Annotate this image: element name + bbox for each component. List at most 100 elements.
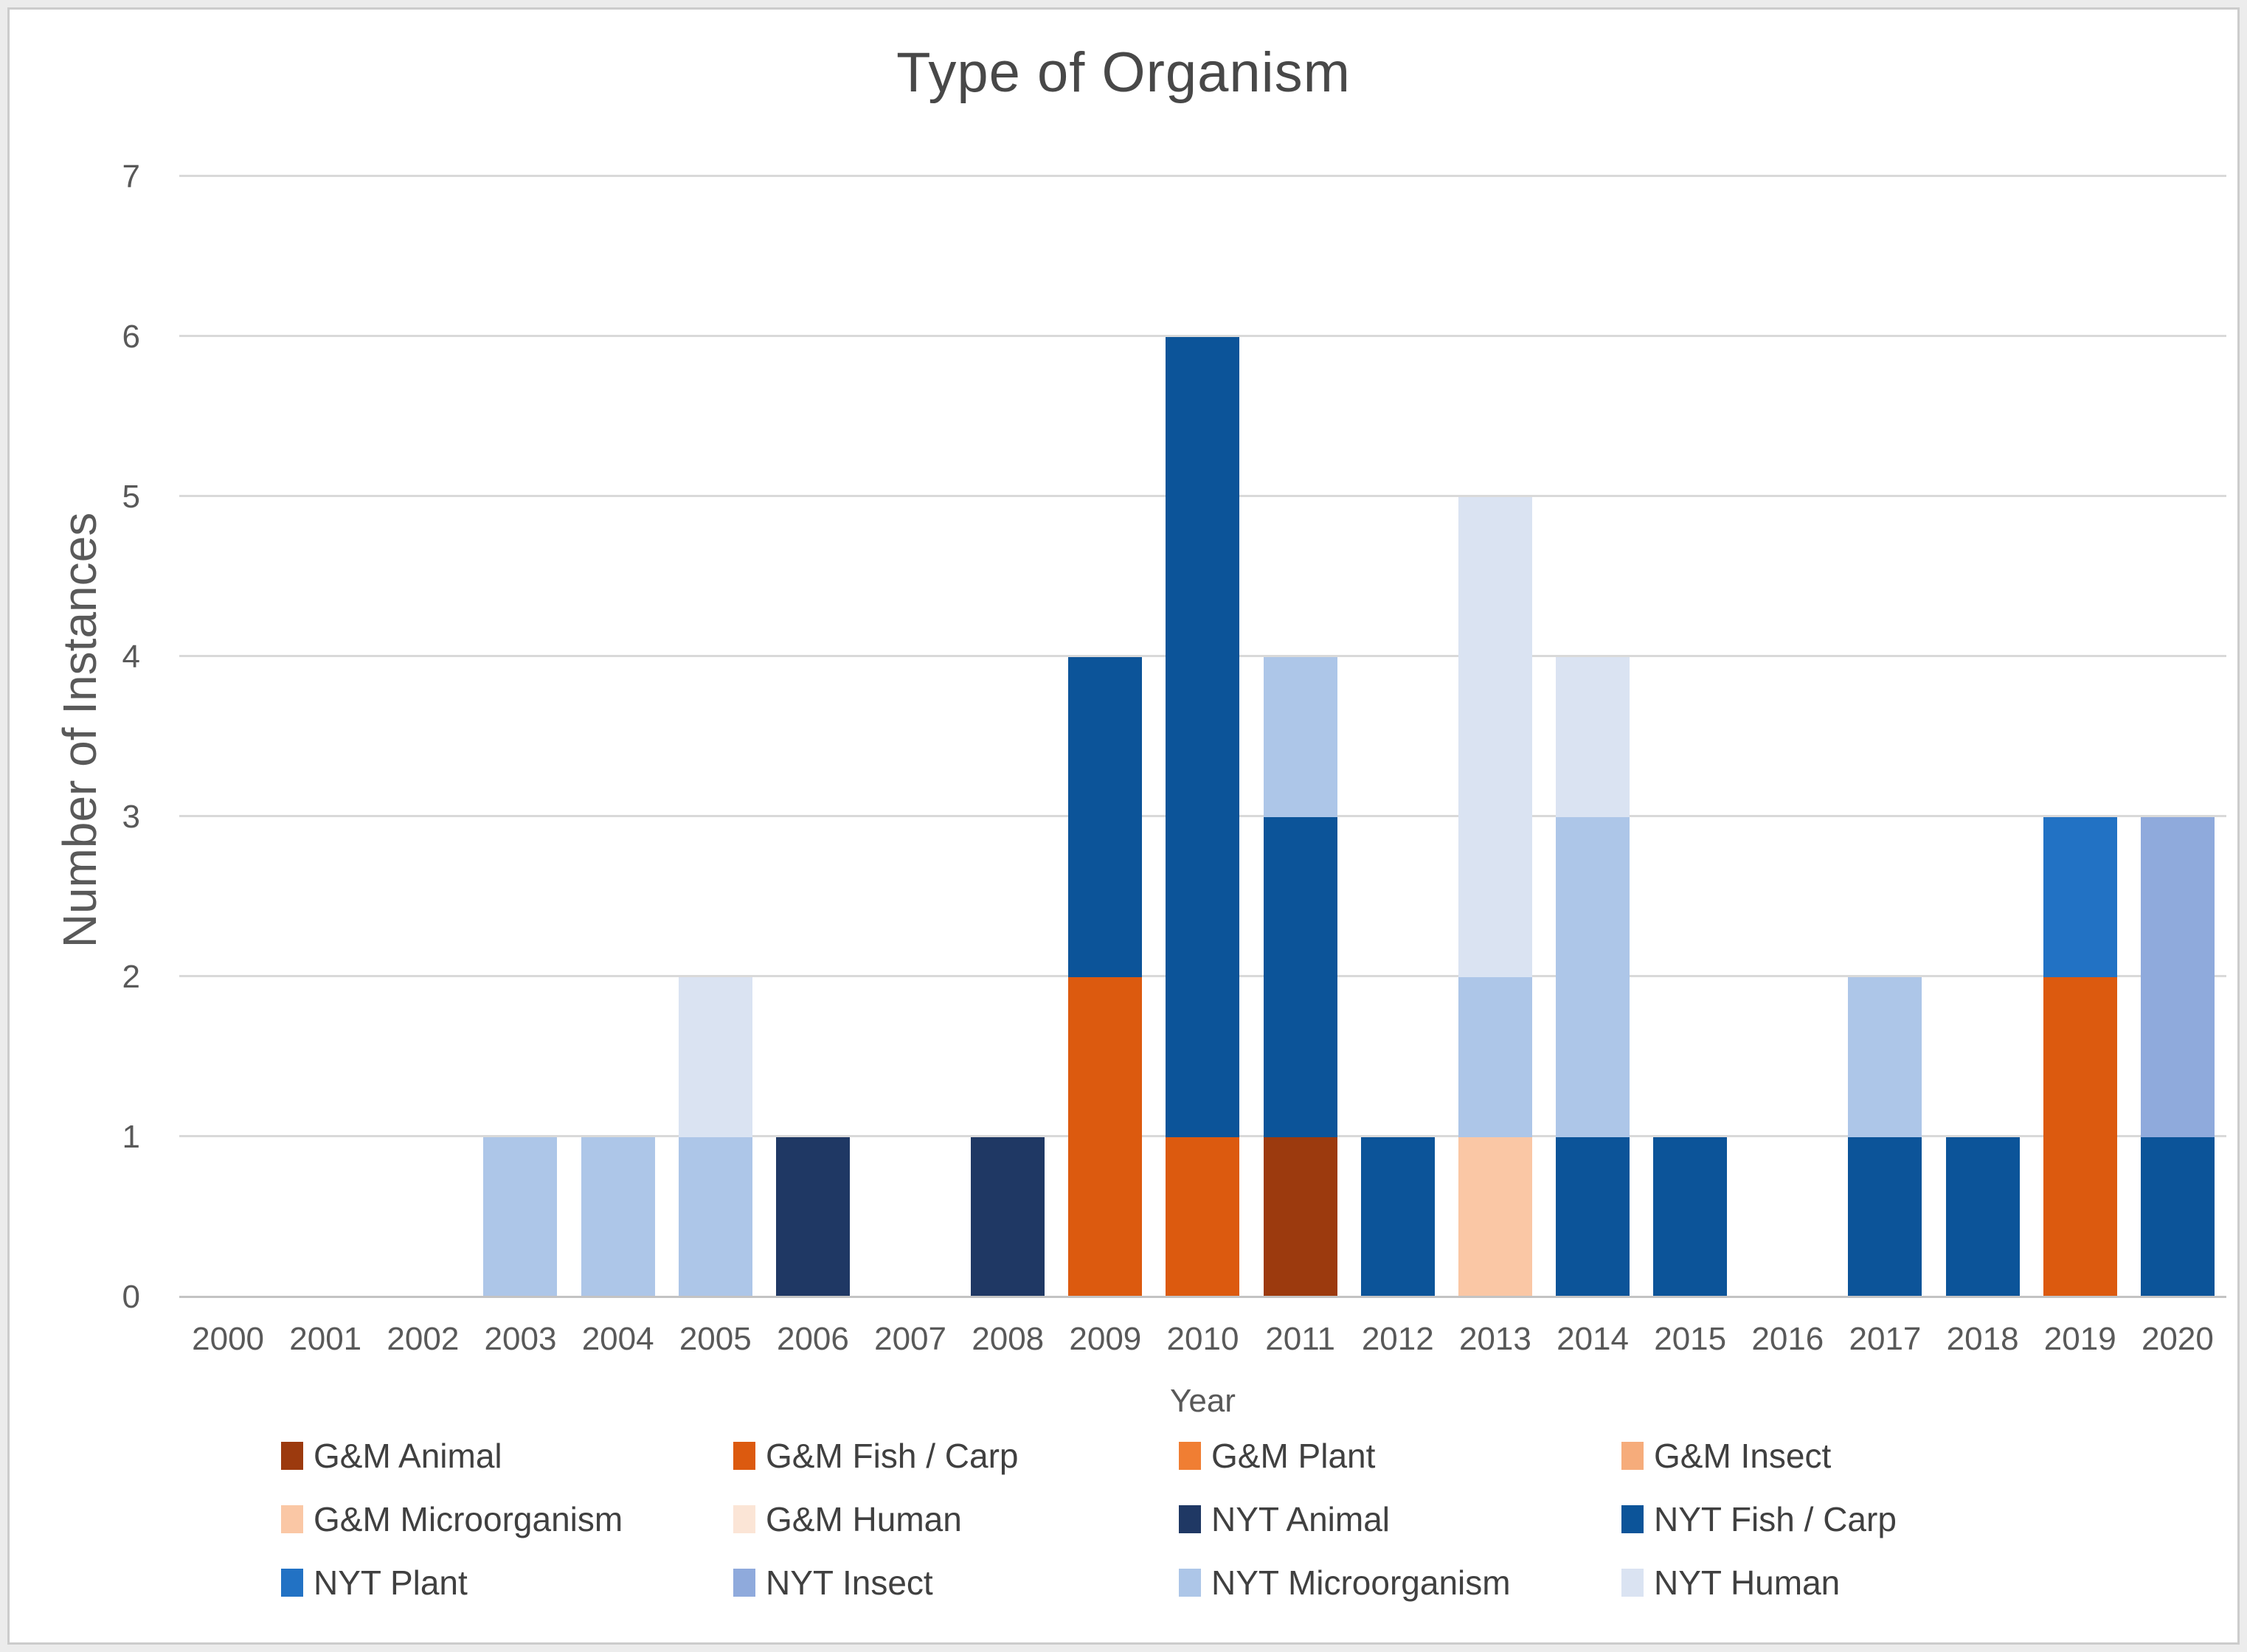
x-tick-label-2015: 2015 <box>1654 1321 1727 1357</box>
plot-area <box>179 175 2226 1298</box>
x-tick-label-2017: 2017 <box>1849 1321 1922 1357</box>
bar-2010 <box>1166 177 1240 1297</box>
x-tick-label-2012: 2012 <box>1361 1321 1434 1357</box>
bar-2003 <box>483 177 558 1297</box>
gridline-6 <box>179 335 2226 337</box>
legend-swatch-icon <box>1621 1442 1644 1470</box>
bar-slot-2004 <box>569 177 667 1297</box>
bar-2016 <box>1751 177 1824 1297</box>
bar-2000 <box>191 177 265 1297</box>
bar-segment-2013-nyt-human <box>1458 497 1532 977</box>
bar-2012 <box>1360 177 1435 1297</box>
bar-slot-2007 <box>862 177 959 1297</box>
legend-item-g-m-fish-carp: G&M Fish / Carp <box>733 1436 1179 1476</box>
x-axis-title: Year <box>1170 1383 1236 1419</box>
x-tick-label-2001: 2001 <box>289 1321 362 1357</box>
legend-label: G&M Animal <box>314 1437 502 1475</box>
x-tick-label-2011: 2011 <box>1265 1321 1335 1357</box>
bar-segment-2018-nyt-fish-carp <box>1945 1137 2020 1297</box>
bar-slot-2013 <box>1447 177 1544 1297</box>
y-tick-label-2: 2 <box>122 959 140 996</box>
y-tick-label-7: 7 <box>122 159 140 195</box>
bar-slot-2011 <box>1252 177 1349 1297</box>
legend-label: G&M Plant <box>1211 1437 1376 1475</box>
bar-segment-2020-nyt-fish-carp <box>2140 1137 2215 1297</box>
bar-slot-2002 <box>374 177 471 1297</box>
legend-item-g-m-plant: G&M Plant <box>1179 1436 1621 1476</box>
legend-swatch-icon <box>281 1569 303 1597</box>
bar-2004 <box>581 177 655 1297</box>
bar-segment-2020-nyt-insect <box>2140 817 2215 1137</box>
bar-2007 <box>873 177 947 1297</box>
bar-slot-2008 <box>959 177 1056 1297</box>
bar-segment-2003-nyt-microorganism <box>483 1137 558 1297</box>
legend-swatch-icon <box>733 1569 755 1597</box>
legend-swatch-icon <box>1179 1442 1201 1470</box>
bar-2015 <box>1653 177 1728 1297</box>
y-tick-label-1: 1 <box>122 1119 140 1156</box>
bar-slot-2017 <box>1836 177 1933 1297</box>
bar-2005 <box>678 177 752 1297</box>
y-tick-label-3: 3 <box>122 799 140 835</box>
legend-swatch-icon <box>1179 1505 1201 1533</box>
bar-segment-2017-nyt-fish-carp <box>1848 1137 1922 1297</box>
bar-segment-2019-nyt-plant <box>2043 817 2117 977</box>
bar-slot-2000 <box>179 177 277 1297</box>
legend-swatch-icon <box>733 1505 755 1533</box>
legend-item-g-m-insect: G&M Insect <box>1621 1436 2079 1476</box>
bar-segment-2005-nyt-microorganism <box>678 1137 752 1297</box>
x-tick-label-2014: 2014 <box>1557 1321 1629 1357</box>
bar-slot-2010 <box>1154 177 1251 1297</box>
x-tick-label-2006: 2006 <box>776 1321 849 1357</box>
legend-label: G&M Insect <box>1654 1437 1832 1475</box>
bar-2018 <box>1945 177 2020 1297</box>
legend-label: NYT Fish / Carp <box>1654 1500 1897 1538</box>
legend-label: G&M Human <box>766 1500 962 1538</box>
bar-segment-2011-g-m-animal <box>1263 1137 1337 1297</box>
legend-label: NYT Microorganism <box>1211 1564 1511 1602</box>
bar-2017 <box>1848 177 1922 1297</box>
bar-segment-2009-nyt-fish-carp <box>1068 657 1143 977</box>
chart-title: Type of Organism <box>896 41 1351 104</box>
bar-2019 <box>2043 177 2117 1297</box>
x-axis-line <box>179 1296 2226 1298</box>
bar-segment-2013-g-m-microorganism <box>1458 1137 1532 1297</box>
bar-slot-2003 <box>471 177 569 1297</box>
legend-label: NYT Plant <box>314 1564 468 1602</box>
bar-segment-2008-nyt-animal <box>971 1137 1045 1297</box>
bar-segment-2005-nyt-human <box>678 977 752 1137</box>
gridline-7 <box>179 175 2226 177</box>
legend-item-g-m-human: G&M Human <box>733 1499 1179 1539</box>
legend-label: NYT Human <box>1654 1564 1841 1602</box>
x-tick-label-2000: 2000 <box>192 1321 265 1357</box>
bar-slot-2015 <box>1641 177 1739 1297</box>
legend-item-nyt-fish-carp: NYT Fish / Carp <box>1621 1499 2079 1539</box>
bar-segment-2014-nyt-microorganism <box>1556 817 1630 1137</box>
bar-segment-2014-nyt-human <box>1556 657 1630 817</box>
bar-segment-2006-nyt-animal <box>775 1137 850 1297</box>
legend-label: G&M Fish / Carp <box>766 1437 1019 1475</box>
y-tick-label-6: 6 <box>122 319 140 355</box>
bar-slot-2019 <box>2032 177 2129 1297</box>
bar-segment-2013-nyt-microorganism <box>1458 977 1532 1137</box>
bar-segment-2019-g-m-fish-carp <box>2043 977 2117 1297</box>
bar-segment-2017-nyt-microorganism <box>1848 977 1922 1137</box>
x-tick-label-2009: 2009 <box>1069 1321 1142 1357</box>
x-tick-label-2007: 2007 <box>874 1321 946 1357</box>
y-tick-label-4: 4 <box>122 639 140 676</box>
legend-item-nyt-human: NYT Human <box>1621 1563 2079 1603</box>
bar-slot-2016 <box>1739 177 1836 1297</box>
bar-slot-2006 <box>764 177 862 1297</box>
bar-segment-2010-nyt-fish-carp <box>1166 337 1240 1137</box>
bar-2014 <box>1556 177 1630 1297</box>
bar-slot-2009 <box>1056 177 1154 1297</box>
x-tick-label-2002: 2002 <box>387 1321 460 1357</box>
legend-label: NYT Insect <box>766 1564 933 1602</box>
x-tick-label-2019: 2019 <box>2043 1321 2116 1357</box>
legend-item-nyt-animal: NYT Animal <box>1179 1499 1621 1539</box>
x-tick-label-2003: 2003 <box>484 1321 557 1357</box>
bar-2006 <box>775 177 850 1297</box>
bar-slot-2018 <box>1934 177 2032 1297</box>
x-tick-label-2005: 2005 <box>679 1321 752 1357</box>
